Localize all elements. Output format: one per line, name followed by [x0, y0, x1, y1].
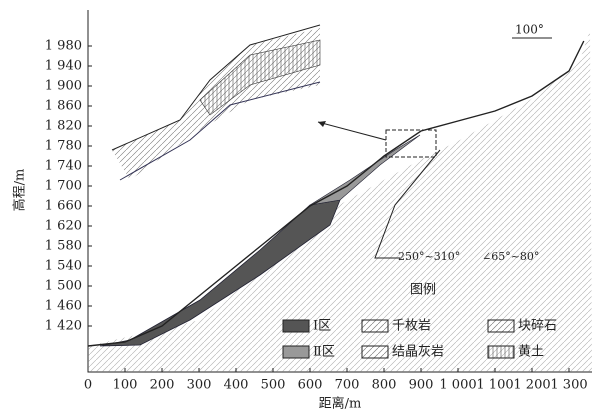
x-tick-label: 1 300 [550, 378, 587, 393]
y-tick-label: 1 940 [45, 59, 82, 74]
y-tick-label: 1 660 [45, 199, 82, 214]
x-tick-label: 900 [409, 378, 434, 393]
y-tick-label: 1 740 [45, 159, 82, 174]
y-tick-label: 1 980 [45, 39, 82, 54]
legend-label: 结晶灰岩 [392, 345, 444, 360]
annotation: 250°~310° [398, 250, 460, 263]
x-tick-label: 200 [150, 378, 175, 393]
y-tick-label: 1 540 [45, 259, 82, 274]
y-tick-label: 1 780 [45, 139, 82, 154]
chart: 250°~310° ∠65°~80° 100° 图例 Ⅰ区 千枚岩 块碎石 Ⅱ区… [0, 0, 608, 414]
legend-label: 块碎石 [518, 319, 557, 334]
inset-arrow [318, 122, 386, 140]
x-tick-label: 400 [224, 378, 249, 393]
y-axis-title: 高程/m [12, 169, 28, 212]
x-tick-label: 800 [372, 378, 397, 393]
x-tick-label: 100 [113, 378, 138, 393]
x-axis-title: 距离/m [319, 396, 362, 412]
annotation: ∠65°~80° [482, 250, 539, 263]
legend-label: 千枚岩 [392, 319, 431, 334]
x-tick-label: 1 200 [513, 378, 550, 393]
legend-title: 图例 [410, 283, 436, 298]
y-tick-label: 1 860 [45, 99, 82, 114]
x-tick-label: 1 000 [439, 378, 476, 393]
annotation: 100° [515, 23, 544, 37]
x-tick-label: 600 [298, 378, 323, 393]
legend-swatch [362, 320, 388, 332]
legend-label: Ⅰ区 [313, 319, 331, 334]
y-tick-label: 1 700 [45, 179, 82, 194]
x-tick-label: 500 [261, 378, 286, 393]
legend-swatch [283, 346, 309, 358]
legend-swatch [488, 320, 514, 332]
legend-swatch [488, 346, 514, 358]
y-tick-label: 1 460 [45, 299, 82, 314]
y-tick-label: 1 420 [45, 319, 82, 334]
x-tick-label: 1 100 [476, 378, 513, 393]
y-tick-label: 1 580 [45, 239, 82, 254]
x-tick-label: 700 [335, 378, 360, 393]
y-tick-label: 1 820 [45, 119, 82, 134]
y-tick-label: 1 900 [45, 79, 82, 94]
legend-swatch [283, 320, 309, 332]
x-tick-label: 300 [187, 378, 212, 393]
legend-swatch [362, 346, 388, 358]
y-tick-label: 1 620 [45, 219, 82, 234]
y-tick-label: 1 500 [45, 279, 82, 294]
x-tick-label: 0 [84, 378, 92, 393]
legend-label: 黄土 [518, 345, 544, 360]
legend-label: Ⅱ区 [313, 345, 335, 360]
